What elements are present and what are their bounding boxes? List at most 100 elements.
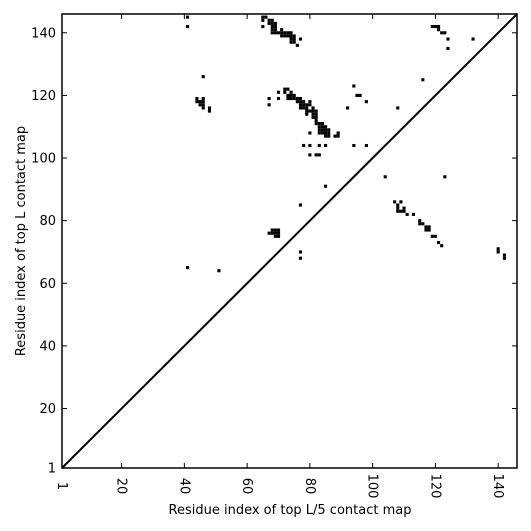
contact-cell xyxy=(396,209,400,213)
contact-cell xyxy=(320,131,325,135)
contact-cell xyxy=(289,90,293,94)
contact-cell xyxy=(317,122,321,126)
contact-cell xyxy=(286,34,290,38)
contact-cell xyxy=(280,28,284,32)
y-tick-label: 80 xyxy=(39,214,56,229)
contact-cell xyxy=(327,134,331,138)
contact-cell xyxy=(399,200,403,204)
contact-cell xyxy=(302,106,306,110)
contact-cell xyxy=(292,37,296,41)
contact-cell xyxy=(324,143,328,148)
y-tick-label: 40 xyxy=(39,339,56,354)
contact-cell xyxy=(324,128,328,132)
contact-cell xyxy=(308,109,312,113)
contact-cell xyxy=(433,24,437,29)
contact-cell xyxy=(308,143,312,148)
contact-cell xyxy=(440,31,444,35)
contact-cell xyxy=(424,225,428,229)
contact-cell xyxy=(270,21,274,25)
contact-cell xyxy=(308,153,312,157)
contact-cell xyxy=(270,18,274,22)
contact-cell xyxy=(198,100,202,104)
contact-cell xyxy=(324,184,328,188)
contact-cell xyxy=(396,203,400,207)
contact-cell xyxy=(298,250,303,254)
y-axis-label: Residue index of top L contact map xyxy=(14,126,29,356)
contact-cell xyxy=(317,125,321,129)
x-tick-label: 100 xyxy=(365,474,380,499)
contact-cell xyxy=(270,231,274,235)
contact-cell xyxy=(270,24,274,29)
contact-cell xyxy=(185,266,190,270)
x-tick-label: 120 xyxy=(427,474,442,499)
contact-cell xyxy=(273,234,277,238)
contact-cell xyxy=(324,125,328,129)
contact-cell xyxy=(298,100,303,104)
contact-cell xyxy=(195,100,199,104)
contact-cell xyxy=(185,24,190,29)
contact-cell xyxy=(286,96,290,101)
contact-cell xyxy=(314,153,318,157)
contact-cells xyxy=(185,15,507,273)
contact-cell xyxy=(383,175,387,179)
contact-cell xyxy=(201,106,205,110)
contact-cell xyxy=(320,122,325,126)
contact-cell xyxy=(302,100,306,104)
contact-cell xyxy=(295,100,299,104)
contact-cell xyxy=(418,222,422,226)
contact-cell xyxy=(276,90,281,94)
contact-cell xyxy=(270,28,274,32)
contact-cell xyxy=(324,131,328,135)
x-tick-label: 60 xyxy=(239,478,254,495)
contact-cell xyxy=(364,143,368,148)
contact-cell xyxy=(280,31,284,35)
x-tick-label: 20 xyxy=(114,478,129,495)
contact-cell xyxy=(283,90,287,94)
contact-cell xyxy=(396,106,400,110)
contact-cell xyxy=(283,31,287,35)
contact-cell xyxy=(201,103,205,107)
contact-cell xyxy=(276,234,281,238)
contact-cell xyxy=(298,106,303,110)
diagonal-line xyxy=(61,13,518,469)
contact-cell xyxy=(324,134,328,138)
contact-cell xyxy=(267,18,271,22)
contact-cell xyxy=(305,103,309,107)
contact-cell xyxy=(471,37,475,41)
contact-cell xyxy=(418,219,422,223)
x-axis-label: Residue index of top L/5 contact map xyxy=(169,503,412,518)
contact-cell xyxy=(276,31,281,35)
contact-cell xyxy=(433,234,437,238)
contact-cell xyxy=(292,40,296,44)
contact-cell xyxy=(302,143,306,148)
y-tick-label: 20 xyxy=(39,402,56,417)
contact-cell xyxy=(289,34,293,38)
x-tick-label: 1 xyxy=(54,482,69,490)
contact-cell xyxy=(320,125,325,129)
contact-cell xyxy=(317,131,321,135)
x-tick-label: 40 xyxy=(176,478,191,495)
contact-cell xyxy=(436,241,441,245)
contact-cell xyxy=(198,103,202,107)
contact-cell xyxy=(292,96,296,101)
contact-cell xyxy=(502,256,507,260)
contact-cell xyxy=(289,40,293,44)
contact-cell xyxy=(298,37,303,41)
contact-cell xyxy=(295,96,299,101)
y-tick-label: 120 xyxy=(31,89,56,104)
contact-cell xyxy=(314,115,318,119)
contact-cell xyxy=(298,203,303,207)
contact-cell xyxy=(308,100,312,104)
contact-cell xyxy=(333,134,337,138)
contact-cell xyxy=(311,112,315,116)
contact-cell xyxy=(421,78,425,82)
contact-cell xyxy=(427,225,431,229)
contact-cell xyxy=(270,228,274,232)
contact-cell xyxy=(358,93,362,97)
plot-frame xyxy=(61,13,518,469)
contact-cell xyxy=(314,112,318,116)
contact-cell xyxy=(286,87,290,91)
contact-cell xyxy=(311,106,315,110)
